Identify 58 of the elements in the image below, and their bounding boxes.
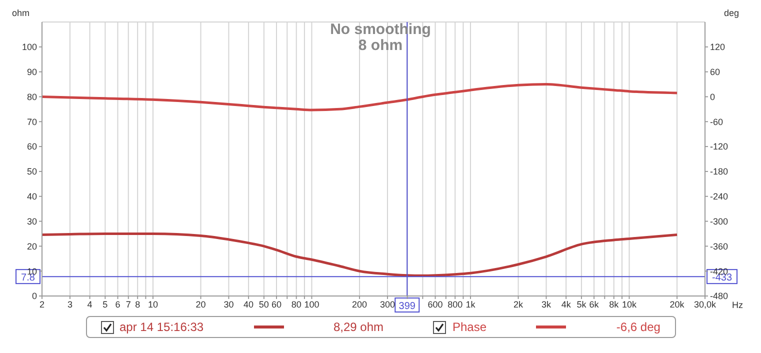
x-tick-label: 3: [67, 299, 72, 310]
x-axis-title: Hz: [732, 300, 743, 310]
x-tick-label: 2: [39, 299, 45, 310]
x-tick-label: 80: [291, 299, 302, 310]
x-tick-label: 1k: [466, 299, 476, 310]
x-tick-label: 40: [244, 299, 254, 310]
y-tick-label: 90: [26, 67, 37, 78]
x-tick-label: 20k: [670, 299, 685, 310]
text: -6,6 deg: [616, 320, 660, 334]
x-tick-label: 30,0k: [694, 299, 716, 310]
x-tick-label: 7: [126, 299, 131, 310]
x-tick-label: 8: [135, 299, 140, 310]
x-tick-label: 8k: [609, 299, 620, 310]
x-tick-label: 600: [428, 299, 443, 310]
x-tick-label: 4: [87, 299, 92, 310]
y-tick-label: 50: [26, 166, 37, 177]
y-axis-title: ohm: [12, 8, 30, 18]
ref-line-label: 399: [398, 301, 416, 312]
text: 8,29 ohm: [333, 320, 384, 334]
x-tick-label: 10k: [622, 299, 638, 310]
x-tick-label: 6k: [589, 299, 600, 310]
y2-tick-label: -60: [710, 116, 724, 127]
y-tick-label: 30: [26, 216, 37, 226]
y2-tick-label: -120: [710, 142, 728, 152]
y2-tick-label: -480: [710, 291, 728, 302]
x-tick-label: 20: [196, 299, 206, 310]
y2-tick-label: -240: [710, 192, 728, 202]
text: Phase: [451, 320, 487, 334]
x-tick-label: 800: [448, 299, 463, 310]
y2-axis-title: deg: [724, 8, 739, 18]
y-tick-label: 100: [22, 42, 37, 52]
y-tick-label: 20: [26, 241, 37, 252]
y2-tick-label: 120: [710, 42, 726, 52]
x-tick-label: 2k: [514, 299, 524, 310]
x-tick-label: 50: [258, 299, 269, 310]
y2-tick-label: 0: [710, 92, 716, 102]
y2-tick-label: -300: [710, 216, 728, 226]
x-tick-label: 5k: [576, 299, 587, 310]
x-tick-label: 30: [224, 299, 234, 310]
y-tick-label: 0: [32, 291, 37, 302]
text: apr 14 15:16:33: [118, 320, 204, 334]
y-tick-label: 40: [26, 192, 37, 202]
x-tick-label: 100: [304, 299, 320, 310]
x-tick-label: 6: [115, 299, 120, 310]
y2-tick-label: -180: [710, 166, 728, 177]
y2-tick-label: -360: [710, 241, 728, 252]
y-tick-label: 70: [26, 116, 37, 127]
y-tick-label: 80: [26, 92, 37, 102]
x-tick-label: 200: [352, 299, 368, 310]
x-tick-label: 5: [102, 299, 108, 310]
x-tick-label: 10: [148, 299, 158, 310]
x-tick-label: 60: [272, 299, 282, 310]
ref-line-label: 7.8: [21, 272, 36, 284]
text: 8 ohm: [358, 37, 403, 54]
y2-tick-label: 60: [710, 67, 720, 78]
x-tick-label: 3k: [541, 299, 552, 310]
x-tick-label: 4k: [561, 299, 572, 310]
y-tick-label: 60: [26, 142, 37, 152]
